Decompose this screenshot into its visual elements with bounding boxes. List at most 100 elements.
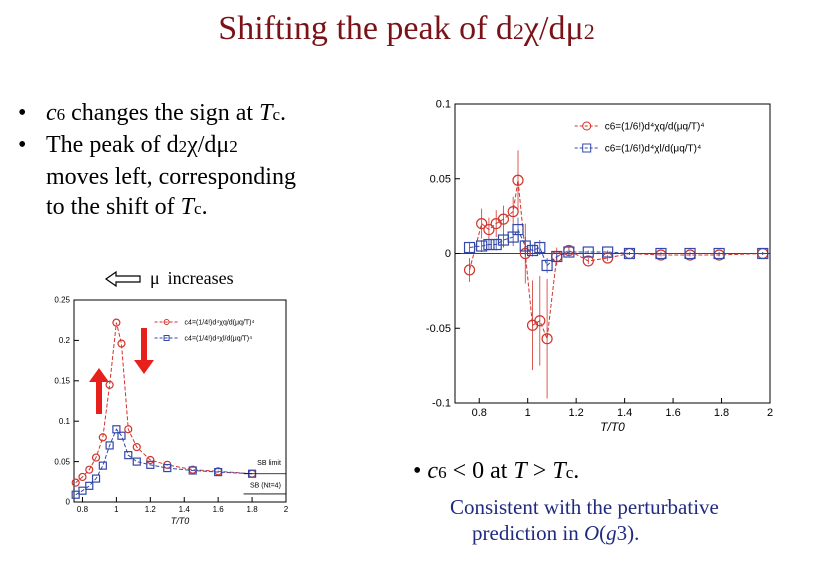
- data-point-square: [713, 247, 725, 260]
- data-point-square: [541, 259, 553, 272]
- x-tick-label: 1: [114, 505, 119, 514]
- data-point-circle: [534, 315, 546, 327]
- o-symbol: O: [583, 521, 600, 545]
- increases-text: increases: [167, 268, 234, 288]
- data-point-square: [526, 244, 539, 257]
- x-tick-label: 1.6: [213, 505, 225, 514]
- legend-label: c6=(1/6!)d⁴χq/d(μq/T)⁴: [605, 122, 705, 133]
- paren-open: (: [599, 521, 607, 545]
- data-point-circle: [105, 380, 114, 389]
- x-tick-label: 1: [525, 407, 531, 419]
- y-tick-label: 0: [445, 248, 451, 260]
- x-tick-label: 1.4: [179, 505, 191, 514]
- note-line2: prediction in O(g3).: [450, 520, 790, 546]
- data-point-square: [655, 247, 667, 260]
- g-sub: 3: [616, 521, 628, 545]
- data-point-circle: [117, 339, 126, 348]
- data-point-square: [112, 425, 121, 434]
- bullet-1: • c6 changes the sign at Tc.: [18, 98, 378, 130]
- title-sub2: 2: [583, 19, 595, 44]
- up-arrow-icon: [89, 368, 109, 414]
- y-tick-label: 0.1: [59, 417, 71, 426]
- x-tick-label: 1.6: [665, 407, 680, 419]
- t-sub: c: [272, 105, 281, 124]
- data-point-circle: [483, 223, 495, 236]
- t-symbol: T: [180, 194, 195, 220]
- title-sub1: 2: [512, 19, 524, 44]
- legend-label: c6=(1/6!)d⁴χl/d(μq/T)⁴: [605, 144, 702, 155]
- bullet-2-end: .: [201, 194, 208, 220]
- y-tick-label: 0.25: [54, 296, 70, 305]
- data-point-square: [512, 223, 524, 236]
- legend-marker: [163, 335, 170, 341]
- t-symbol: T: [513, 458, 527, 484]
- data-point-square: [534, 241, 546, 254]
- data-point-circle: [497, 213, 510, 225]
- t-sub: c: [565, 463, 574, 482]
- data-point-square: [163, 463, 172, 473]
- data-point-circle: [132, 442, 141, 452]
- data-point-square: [602, 246, 614, 258]
- data-point-square: [98, 461, 107, 470]
- series-line-red: [469, 180, 763, 339]
- data-point-square: [582, 246, 594, 258]
- legend-label: c4=(1/4!)d⁴χq/d(μq/T)⁴: [185, 320, 255, 327]
- x-tick-label: 1.8: [714, 407, 729, 419]
- y-tick-label: 0.15: [54, 376, 70, 385]
- legend-marker: [163, 319, 170, 325]
- data-point-square: [85, 481, 94, 490]
- data-point-circle: [85, 465, 94, 474]
- y-tick-label: 0.1: [436, 99, 451, 111]
- bullet-1-end: .: [280, 100, 287, 126]
- data-point-square: [476, 240, 488, 252]
- data-point-square: [105, 441, 114, 450]
- bullet-2-line3: to the shift of: [46, 194, 181, 220]
- data-point-circle: [112, 318, 121, 327]
- bullet-2-line2: moves left, corresponding: [46, 164, 296, 190]
- t-symbol-2: T: [552, 458, 566, 484]
- data-point-square: [463, 241, 476, 254]
- y-tick-label: -0.1: [432, 398, 451, 410]
- data-point-circle: [463, 264, 476, 276]
- sb-annotation: SB limit: [257, 460, 281, 467]
- c-sub: 6: [438, 463, 447, 482]
- data-point-circle: [541, 333, 553, 345]
- x-tick-label: 2: [767, 407, 773, 419]
- x-tick-label: 1.2: [145, 505, 157, 514]
- bullet-2-sub2: 2: [229, 137, 238, 156]
- mu-symbol: μ: [150, 268, 160, 288]
- data-point-square: [551, 250, 563, 263]
- c-symbol: c: [427, 458, 439, 484]
- c-sub: 6: [56, 105, 66, 124]
- series-line-blue: [469, 228, 763, 267]
- bullet-dot: •: [18, 100, 27, 126]
- data-point-square: [132, 457, 141, 466]
- bottom-bullet: • c6 < 0 at T > Tc.: [413, 458, 808, 485]
- data-point-square: [188, 466, 197, 475]
- data-point-square: [684, 247, 696, 260]
- slide-title: Shifting the peak of d2χ/dμ2: [0, 10, 813, 48]
- title-mid: /dμ: [539, 10, 584, 47]
- bullet-2-chi: χ/dμ: [187, 132, 230, 158]
- bullet-2: • The peak of d2χ/dμ2 moves left, corres…: [18, 130, 378, 224]
- data-point-square: [78, 486, 87, 495]
- c6-chart: 0.8 1 1.2 1.4 1.6 1.8 2 0.1 0.05 0 -0.05 -0.1 T/T0 c6…: [426, 99, 773, 434]
- data-point-circle: [507, 206, 519, 218]
- legend-marker: [582, 143, 592, 153]
- bullet-list: • c6 changes the sign at Tc. • The peak …: [18, 98, 378, 224]
- title-prefix: Shifting the peak of d: [218, 10, 513, 47]
- left-arrow-icon: [104, 270, 141, 287]
- data-point-square: [214, 468, 223, 477]
- x-tick-label: 2: [284, 505, 289, 514]
- series-line-red: [75, 322, 253, 483]
- data-point-circle: [71, 478, 80, 487]
- data-point-square: [563, 246, 575, 258]
- data-point-square: [623, 247, 636, 260]
- x-tick-label: 1.2: [569, 407, 584, 419]
- x-tick-label: 0.8: [472, 407, 487, 419]
- data-point-square: [124, 451, 133, 460]
- legend-label: c4=(1/4!)d⁴χl/d(μq/T)⁴: [185, 336, 253, 343]
- y-tick-label: 0.05: [430, 173, 451, 185]
- y-tick-label: -0.05: [426, 323, 451, 335]
- data-point-square: [91, 474, 101, 483]
